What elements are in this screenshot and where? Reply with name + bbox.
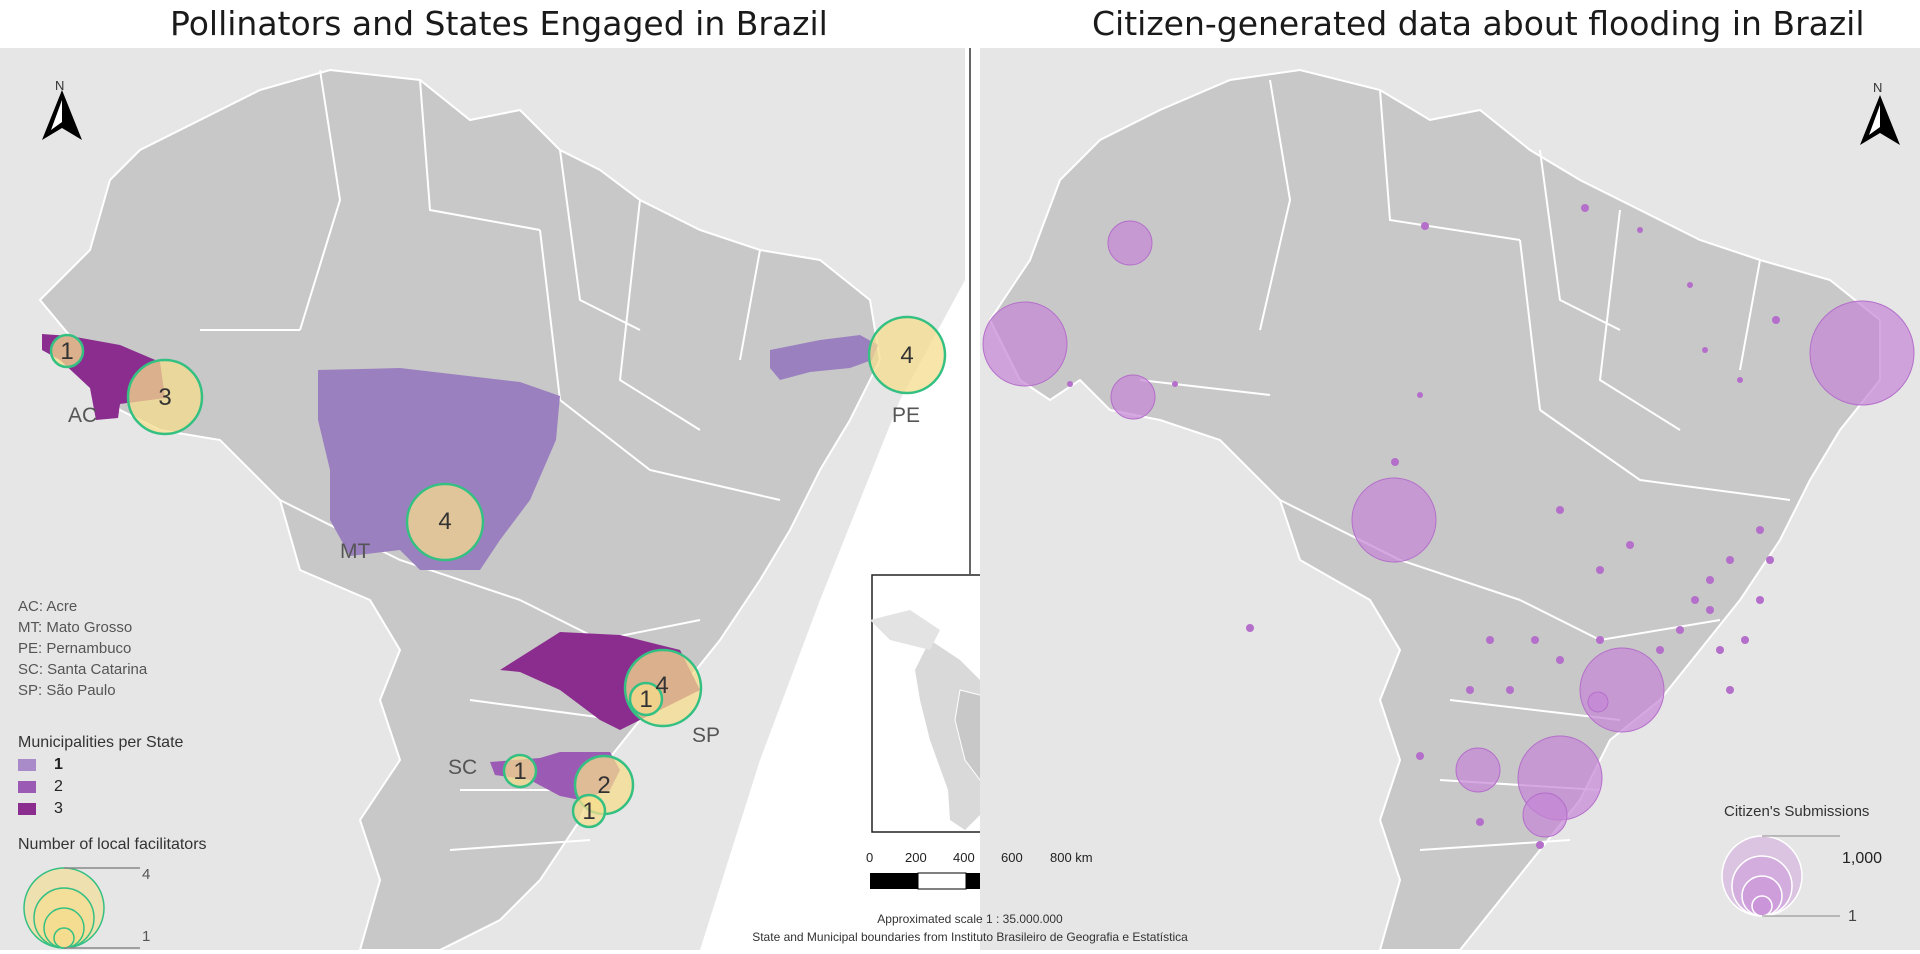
north-label-right: N [1873, 80, 1883, 95]
facilitators-legend-title: Number of local facilitators [18, 836, 207, 853]
scale-tick: 0 [866, 850, 874, 865]
state-label-sp: SP [692, 724, 721, 747]
bubble-number: 2 [597, 772, 611, 799]
municipalities-legend-item: 3 [18, 800, 63, 818]
swatch-2 [18, 781, 36, 793]
submission-ro [1110, 374, 1156, 420]
state-label-ac: AC [68, 404, 98, 427]
scale-tick: 400 [953, 850, 975, 865]
state-label-sc: SC [448, 756, 478, 779]
submission-pr [1455, 747, 1501, 793]
submission-ac-large [982, 301, 1068, 387]
submission-am [1107, 220, 1153, 266]
bubble-number: 4 [900, 342, 914, 369]
submissions-legend-title: Citizen's Submissions [1724, 803, 1870, 820]
bubble-pe [867, 315, 947, 395]
submission-pe [1809, 300, 1915, 406]
state-label-mt: MT [340, 540, 371, 563]
scale-tick: 600 [1001, 850, 1023, 865]
right-map-title: Citizen-generated data about flooding in… [1092, 4, 1865, 43]
bubble-sc-1 [502, 753, 538, 789]
left-map [0, 48, 965, 951]
submissions-legend-min: 1 [1848, 908, 1857, 925]
state-label-pe: PE [892, 404, 921, 427]
municipalities-legend-item: 2 [18, 778, 63, 796]
state-pernambuco [770, 335, 878, 380]
municipalities-legend-item: 1 [18, 756, 63, 774]
bubble-mt [405, 482, 485, 562]
bubble-ac-1 [49, 333, 85, 369]
facilitators-legend-icon [23, 867, 140, 949]
facilitators-legend-max: 4 [142, 866, 151, 883]
north-label-left: N [55, 78, 65, 93]
bubble-number: 1 [639, 686, 653, 713]
bubble-ac-2 [126, 358, 204, 436]
municipalities-legend-title: Municipalities per State [18, 734, 184, 751]
left-map-title: Pollinators and States Engaged in Brazil [170, 4, 828, 43]
submission-sp2 [1587, 691, 1609, 713]
abbreviation-item: PE: Pernambuco [18, 640, 132, 657]
submission-mt [1351, 477, 1437, 563]
bubble-number: 1 [513, 758, 527, 785]
bubble-sc-3 [571, 793, 607, 829]
north-arrow-right-icon [1860, 95, 1900, 145]
scale-tick: 200 [905, 850, 927, 865]
swatch-1 [18, 759, 36, 771]
abbreviation-item: SC: Santa Catarina [18, 661, 148, 678]
bubble-number: 4 [655, 672, 669, 699]
submission-dots [1067, 204, 1780, 849]
facilitators-legend-min: 1 [142, 928, 151, 945]
abbreviation-item: MT: Mato Grosso [18, 619, 133, 636]
state-borders-left [200, 69, 781, 851]
north-arrow-left-icon [42, 90, 82, 140]
abbreviations-list: AC: Acre MT: Mato Grosso PE: Pernambuco … [18, 596, 147, 701]
scale-text: Approximated scale 1 : 35.000.000 [877, 912, 1063, 926]
submission-rs [1522, 792, 1568, 838]
swatch-3 [18, 803, 36, 815]
bubble-sp-1 [628, 681, 664, 717]
submissions-legend-icon [1721, 835, 1803, 917]
abbreviation-item: AC: Acre [18, 598, 78, 615]
swatch-label: 3 [54, 800, 63, 817]
bubble-number: 1 [60, 338, 74, 365]
bubble-number: 4 [438, 508, 452, 535]
bubble-number: 3 [158, 384, 172, 411]
source-text: State and Municipal boundaries from Inst… [752, 930, 1188, 944]
facilitator-bubbles [49, 315, 947, 829]
submission-sp [1579, 647, 1665, 733]
abbreviation-item: SP: São Paulo [18, 682, 116, 699]
state-mato-grosso [318, 368, 560, 570]
right-map [980, 48, 1920, 951]
submissions-legend-max: 1,000 [1842, 850, 1883, 867]
bubble-number: 1 [582, 798, 596, 825]
submission-bubbles [982, 220, 1915, 838]
scale-tick: 800 km [1050, 850, 1093, 865]
swatch-label: 2 [54, 778, 63, 795]
swatch-label: 1 [54, 756, 63, 773]
